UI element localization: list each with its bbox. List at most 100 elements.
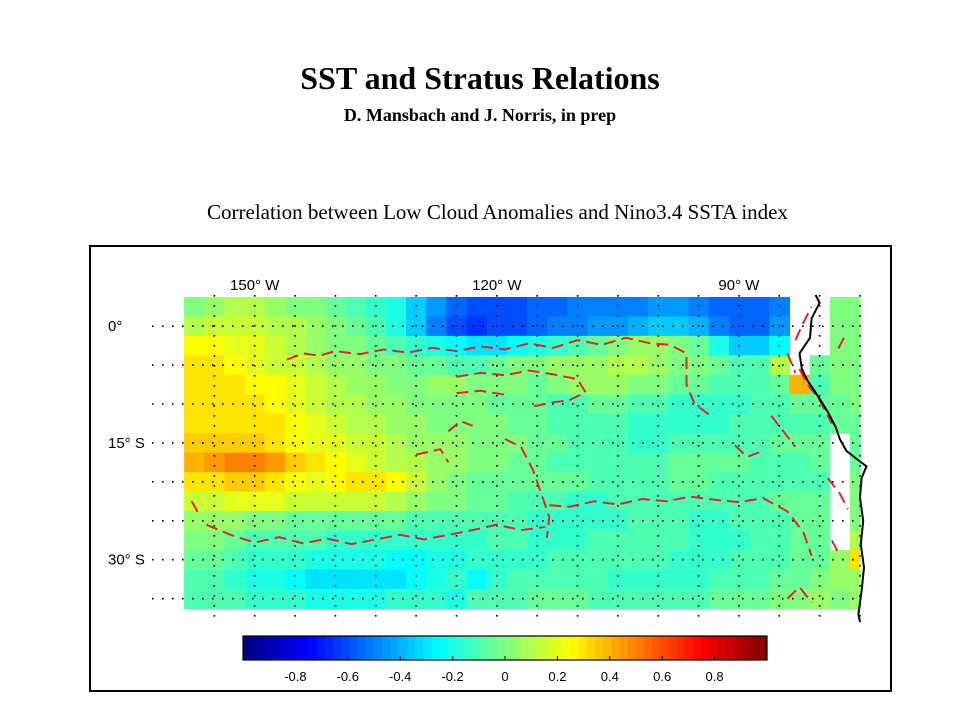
colorbar-segment [308,636,318,660]
colorbar-segment [562,636,571,660]
heatmap-cell [749,433,770,454]
colorbar-segment [488,636,498,660]
heatmap-cell [184,549,205,571]
heatmap-cell [406,491,427,512]
heatmap-cell [284,452,306,473]
heatmap-cell [325,374,347,395]
heatmap-cell [345,335,367,356]
zero-contour [734,444,760,459]
heatmap-cell [365,472,387,493]
heatmap-cell [325,452,347,473]
heatmap-cell [607,296,629,318]
heatmap-cell [547,316,569,337]
heatmap-cell [789,374,811,395]
heatmap-cell [466,452,488,473]
heatmap-cell [184,511,205,532]
colorbar-segment [521,636,531,660]
heatmap-cell [527,413,548,434]
heatmap-cell [204,549,226,571]
heatmap-cell [345,569,367,590]
heatmap-cell [527,588,548,609]
heatmap-cell [749,413,770,434]
heatmap-cell [406,588,427,609]
heatmap-cell [708,549,730,571]
heatmap-cell [627,374,649,395]
heatmap-cell [769,491,790,512]
heatmap-cell [648,394,669,415]
heatmap-cell [749,452,770,473]
heatmap-cell [688,511,710,532]
heatmap-cell [426,316,447,337]
heatmap-cell [305,588,326,609]
heatmap-cell [668,549,690,571]
heatmap-cell [204,374,226,395]
heatmap-cell [426,452,447,473]
colorbar-segment [570,636,580,660]
heatmap-cell [426,433,447,454]
heatmap-cell [708,530,730,551]
heatmap-cell [587,413,609,434]
heatmap-cell [607,433,629,454]
heatmap-cell [184,491,205,512]
heatmap-cell [385,452,407,473]
heatmap-cell [385,549,407,571]
heatmap-cell [426,549,447,571]
colorbar-segment [726,636,735,660]
heatmap-cell [668,530,690,551]
heatmap-cell [708,491,730,512]
heatmap-cell [668,335,690,356]
heatmap-cell [184,472,205,493]
heatmap-cell [224,549,246,571]
heatmap-cell [204,530,226,551]
heatmap-cell [244,491,266,512]
colorbar-tick-label: 0.6 [653,669,671,684]
colorbar-segment [349,636,359,660]
heatmap-cell [466,569,488,590]
heatmap-cell [224,569,246,590]
map-gridlines [152,295,861,622]
heatmap-cell [244,374,266,395]
heatmap-cell [365,491,387,512]
heatmap-cell [789,511,811,532]
heatmap-cell [648,413,669,434]
zero-contour [834,337,845,354]
heatmap-cell [385,472,407,493]
heatmap-cell [365,511,387,532]
heatmap-cell [305,413,326,434]
heatmap-cell [648,569,669,590]
heatmap-cell [325,588,347,609]
heatmap-cell [547,433,569,454]
colorbar-tick-label: -0.6 [337,669,359,684]
heatmap-cell [849,433,861,454]
heatmap-cell [849,316,861,337]
heatmap-cell [749,296,770,318]
heatmap-cell [607,511,629,532]
heatmap-cell [426,355,447,376]
heatmap-cell [708,433,730,454]
heatmap-cell [769,588,790,609]
colorbar-segment [611,636,621,660]
heatmap-cell [769,511,790,532]
zero-contour [798,368,833,424]
heatmap-cell [648,530,669,551]
heatmap-cell [264,296,286,318]
colorbar-segment [693,636,702,660]
heatmap-cell [587,374,609,395]
heatmap-cell [244,472,266,493]
heatmap-cell [385,374,407,395]
heatmap-cell [466,433,488,454]
heatmap-cell [587,335,609,356]
heatmap-cell [506,530,528,551]
heatmap-cell [466,413,488,434]
heatmap-cell [849,394,861,415]
colorbar-segment [292,636,301,660]
heatmap-cell [486,413,508,434]
colorbar-segment [398,636,408,660]
heatmap-cell [264,355,286,376]
heatmap-cell [809,452,831,473]
heatmap-cell [829,296,851,318]
y-tick-label: 15° S [108,435,145,452]
heatmap-cell [406,413,427,434]
heatmap-cell [829,355,851,376]
heatmap-cell [184,452,205,473]
